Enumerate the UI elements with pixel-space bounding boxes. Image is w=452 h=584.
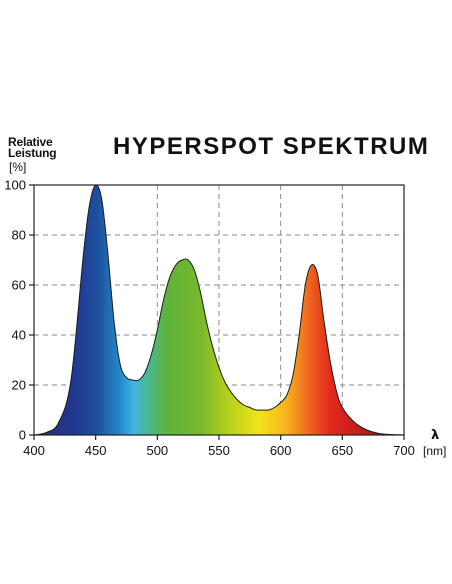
y-tick-label-80: 80 [12,228,26,243]
y-axis: 0 20 40 60 80 100 [4,178,34,443]
x-tick-label-450: 450 [85,443,107,458]
chart-title: HYPERSPOT SPEKTRUM [113,133,430,160]
x-tick-label-650: 650 [331,443,353,458]
x-tick-label-400: 400 [23,443,45,458]
y-tick-label-20: 20 [12,378,26,393]
spectrum-area [33,184,405,436]
y-tick-label-60: 60 [12,278,26,293]
x-axis: 400 450 500 550 600 650 700 [23,435,415,458]
y-axis-label-line2: Leistung [8,146,57,160]
y-tick-label-40: 40 [12,328,26,343]
x-tick-label-500: 500 [146,443,168,458]
y-axis-label-line1: Relative [8,135,53,149]
x-tick-label-600: 600 [270,443,292,458]
y-axis-unit: [%] [9,160,27,174]
x-axis-label: λ [431,428,440,443]
y-tick-label-0: 0 [19,428,26,443]
x-tick-label-550: 550 [208,443,230,458]
x-tick-label-700: 700 [393,443,415,458]
x-axis-unit: [nm] [423,444,447,458]
y-tick-label-100: 100 [4,178,26,193]
